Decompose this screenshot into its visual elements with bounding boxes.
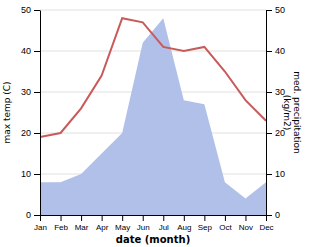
tick: 0 (26, 210, 40, 220)
tick-mark (266, 133, 272, 134)
tick-label: 40 (21, 46, 31, 56)
tick-label: Jun (137, 223, 150, 232)
tick: 40 (21, 46, 40, 56)
grid (40, 10, 266, 215)
tick: 40 (266, 46, 285, 56)
tick-label: May (115, 223, 130, 232)
tick: Apr (96, 215, 109, 232)
x-axis: Jan Feb Mar Apr May Jun Jul Aug Sep Oct Nov Dec (34, 215, 274, 232)
tick: Sep (198, 215, 213, 232)
tick: Mar (75, 215, 89, 232)
tick: Jun (137, 215, 150, 232)
tick-label: 10 (275, 169, 285, 179)
plot-root: JanFebMarAprMayJunJulAugSepOctNovDec0102… (21, 5, 285, 231)
tick-mark (61, 215, 62, 221)
tick-label: 0 (275, 210, 280, 220)
y-axis: 0 10 20 30 40 50 (21, 5, 41, 220)
grid-line (40, 10, 266, 11)
tick-mark (163, 215, 164, 221)
tick-mark (40, 215, 41, 221)
y2-axis-title-line: (kg/m2) (282, 95, 292, 130)
tick: 10 (266, 169, 285, 179)
tick-mark (102, 215, 103, 221)
tick: Aug (177, 215, 191, 232)
tick-label: 0 (26, 210, 31, 220)
marks (40, 18, 266, 215)
tick-label: Aug (177, 223, 191, 232)
tick-mark (143, 215, 144, 221)
tick-mark (34, 51, 40, 52)
tick: 0 (266, 210, 280, 220)
chart: JanFebMarAprMayJunJulAugSepOctNovDec0102… (0, 0, 318, 247)
tick-mark (184, 215, 185, 221)
tick-label: 20 (21, 128, 31, 138)
y2-axis-title: med. precipitation(kg/m2) (282, 71, 302, 153)
tick-label: Dec (259, 223, 273, 232)
tick: Jan (34, 215, 47, 232)
tick-label: Oct (219, 223, 232, 232)
tick-label: Jul (159, 223, 169, 232)
y-axis-title: max temp (C) (2, 81, 12, 143)
tick-label: Jan (34, 223, 47, 232)
tick-mark (225, 215, 226, 221)
tick: 50 (21, 5, 40, 15)
axis-line (40, 11, 41, 216)
tick-mark (266, 92, 272, 93)
tick-mark (34, 174, 40, 175)
area (40, 18, 266, 215)
tick-label: 50 (21, 5, 31, 15)
tick-label: 10 (21, 169, 31, 179)
tick: Feb (54, 215, 68, 232)
tick-mark (266, 174, 272, 175)
x-axis-title: date (month) (116, 234, 190, 245)
tick: Jul (159, 215, 169, 232)
tick-label: Feb (54, 223, 68, 232)
tick: 10 (21, 169, 40, 179)
tick: 30 (21, 87, 40, 97)
axis-line (266, 11, 267, 216)
tick-mark (34, 92, 40, 93)
tick-mark (245, 215, 246, 221)
tick-mark (34, 10, 40, 11)
axis-line (41, 215, 267, 216)
tick-mark (266, 215, 272, 216)
tick: 50 (266, 5, 285, 15)
tick-mark (122, 215, 123, 221)
tick: Dec (259, 215, 273, 232)
tick-mark (266, 10, 272, 11)
tick-mark (204, 215, 205, 221)
tick-label: 50 (275, 5, 285, 15)
tick-label: Apr (96, 223, 109, 232)
line (40, 18, 266, 137)
tick: May (115, 215, 130, 232)
tick: Nov (239, 215, 253, 232)
y2-axis-title-line: med. precipitation (292, 71, 302, 153)
tick-mark (34, 133, 40, 134)
tick-label: Sep (198, 223, 213, 232)
tick: 20 (21, 128, 40, 138)
tick-mark (81, 215, 82, 221)
tick-label: Nov (239, 223, 253, 232)
tick-mark (266, 51, 272, 52)
tick-mark (34, 215, 40, 216)
tick-label: Mar (75, 223, 89, 232)
tick-label: 40 (275, 46, 285, 56)
tick: Oct (219, 215, 232, 232)
tick-label: 30 (21, 87, 31, 97)
